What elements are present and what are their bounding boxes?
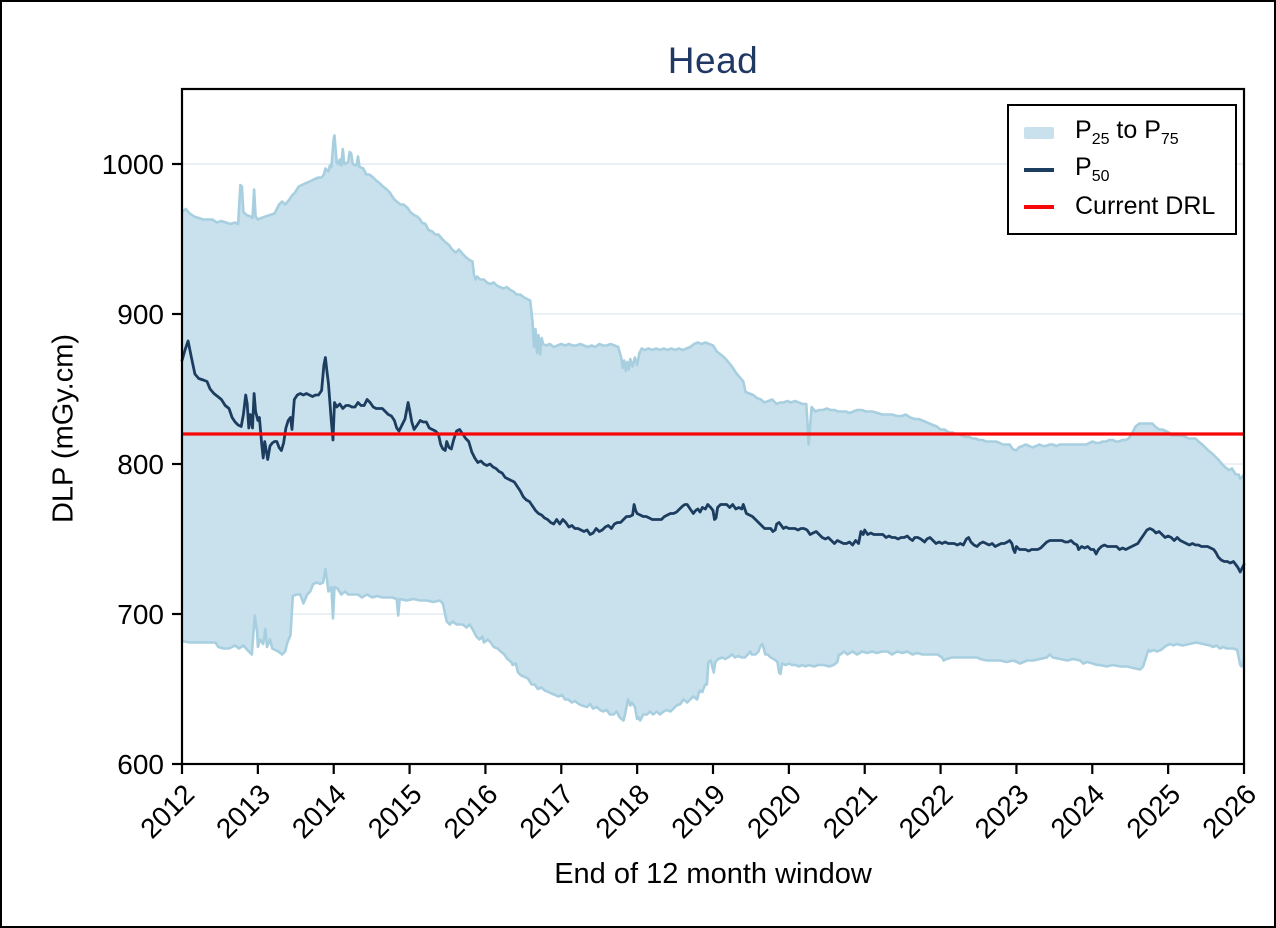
x-tick-label: 2022 (893, 778, 959, 844)
legend-label-band: P25 to P75 (1075, 116, 1179, 148)
y-tick-label: 700 (117, 599, 164, 630)
legend: P25 to P75 P50 Current DRL (1007, 104, 1237, 235)
x-tick-label: 2013 (210, 778, 276, 844)
x-tick-label: 2019 (665, 778, 731, 844)
x-tick-label: 2020 (741, 778, 807, 844)
p50-line (180, 339, 1246, 574)
y-axis-title: DLP (mGy.cm) (47, 333, 80, 524)
x-tick-label: 2014 (286, 778, 352, 844)
x-tick-label: 2016 (438, 778, 504, 844)
legend-item-median: P50 (1009, 151, 1235, 188)
legend-label-median: P50 (1075, 153, 1110, 185)
band-swatch-icon (1024, 126, 1054, 139)
drl-line-swatch-icon (1024, 204, 1054, 209)
legend-item-drl: Current DRL (1009, 188, 1235, 225)
x-tick-label: 2018 (589, 778, 655, 844)
y-tick-label: 800 (117, 449, 164, 480)
legend-item-band: P25 to P75 (1009, 114, 1235, 151)
legend-label-drl: Current DRL (1075, 192, 1216, 220)
chart-title: Head (667, 40, 759, 81)
y-tick-label: 600 (117, 749, 164, 780)
x-axis-title: End of 12 month window (554, 858, 872, 890)
x-tick-label: 2023 (969, 778, 1035, 844)
x-tick-label: 2021 (817, 778, 883, 844)
x-tick-label: 2015 (362, 778, 428, 844)
x-tick-label: 2026 (1196, 778, 1262, 844)
median-line-swatch-icon (1024, 167, 1054, 172)
x-tick-label: 2017 (514, 778, 580, 844)
y-tick-label: 1000 (102, 149, 164, 180)
p25-edge (181, 567, 1246, 722)
p25-p75-band (182, 135, 1244, 721)
y-tick-label: 900 (117, 299, 164, 330)
p75-edge (181, 134, 1246, 481)
x-tick-label: 2024 (1045, 778, 1111, 844)
x-tick-label: 2012 (134, 778, 200, 844)
x-tick-label: 2025 (1120, 778, 1186, 844)
